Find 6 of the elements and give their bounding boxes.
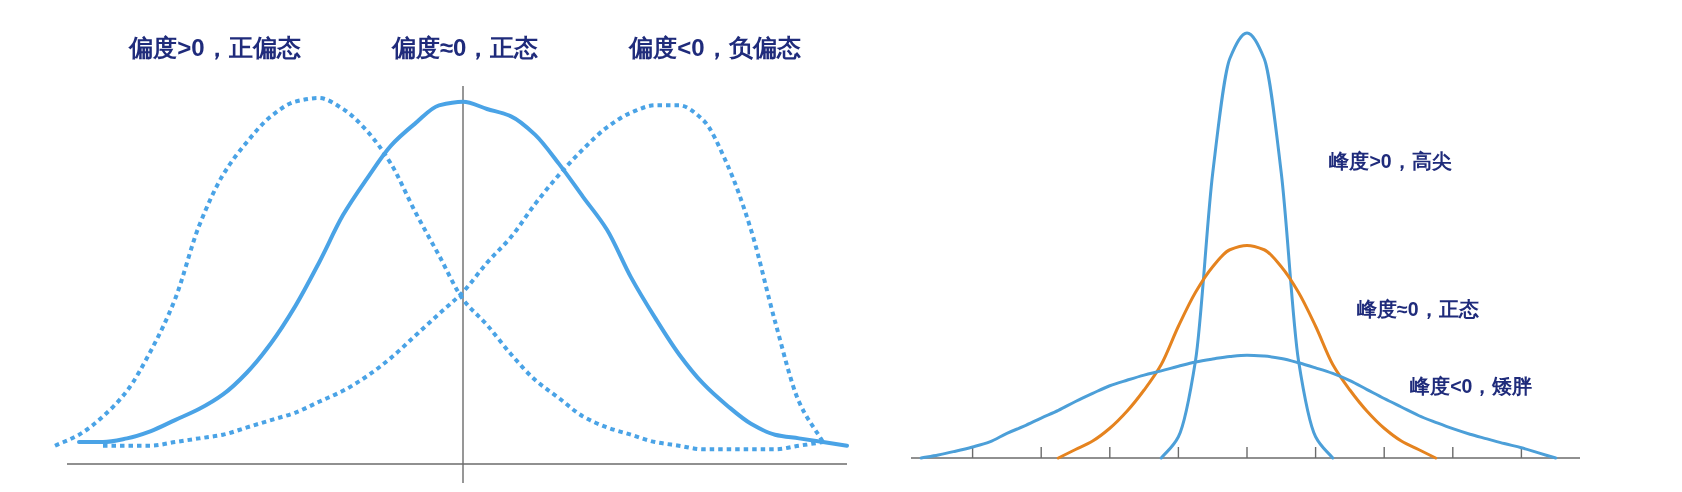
series-label: 偏度>0，正偏态 xyxy=(128,33,301,61)
text: 峰度>0，高尖 xyxy=(1329,149,1452,172)
series-label: 峰度<0，矮胖 xyxy=(1410,375,1533,398)
text: 偏度≈0，正态 xyxy=(390,33,539,61)
text: 偏度<0，负偏态 xyxy=(628,33,801,61)
text: 峰度≈0，正态 xyxy=(1357,298,1479,321)
